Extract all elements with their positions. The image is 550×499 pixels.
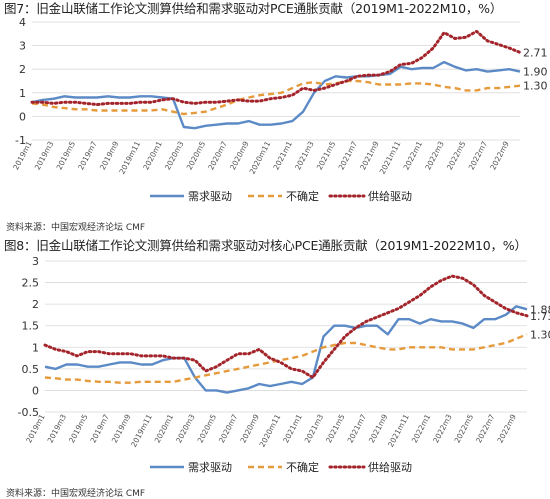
y-tick-label: 0.5 — [22, 363, 40, 376]
legend-label: 不确定 — [286, 189, 319, 203]
x-tick-label: 2022m5 — [445, 140, 468, 172]
y-tick-label: 0 — [32, 384, 39, 397]
x-tick-label: 2020m3 — [163, 140, 186, 172]
figure-7-source: 资料来源：中国宏观经济论坛 CMF — [6, 223, 146, 233]
figure-7-title: 图7：旧金山联储工作论文测算供给和需求驱动对PCE通胀贡献（2019M1-202… — [4, 1, 503, 16]
x-tick-label: 2020m11 — [258, 413, 283, 449]
x-tick-label: 2022m9 — [488, 140, 511, 172]
legend-label: 不确定 — [286, 460, 319, 474]
y-tick-label: -0.5 — [18, 406, 39, 419]
x-tick-label: 2019m3 — [46, 413, 69, 445]
y-tick-label: -1 — [15, 134, 26, 147]
x-tick-label: 2020m11 — [248, 140, 273, 176]
x-tick-label: 2022m3 — [423, 140, 446, 172]
figure-8-chart: -0.500.511.522.532019m12019m32019m52019m… — [18, 255, 550, 474]
y-tick-label: 3 — [19, 40, 26, 53]
series-line-1 — [44, 305, 528, 394]
x-tick-label: 2021m3 — [303, 413, 326, 445]
series-line-3 — [30, 29, 522, 107]
x-tick-label: 2021m3 — [293, 140, 316, 172]
x-tick-label: 2021m7 — [346, 413, 369, 445]
end-value-label: 2.71 — [523, 46, 548, 59]
x-tick-label: 2022m7 — [474, 413, 497, 445]
x-tick-label: 2022m5 — [453, 413, 476, 445]
x-tick-label: 2019m5 — [67, 413, 90, 445]
x-tick-label: 2022m1 — [402, 140, 425, 172]
figure-8-title: 图8：旧金山联储工作论文测算供给和需求驱动对核心PCE通胀贡献（2019M1-2… — [4, 238, 527, 253]
x-tick-label: 2019m7 — [88, 413, 111, 445]
legend-label: 需求驱动 — [188, 461, 232, 474]
x-tick-label: 2022m7 — [467, 140, 490, 172]
end-value-label: 1.88 — [530, 303, 550, 316]
y-tick-label: 1 — [19, 87, 26, 100]
y-tick-label: 1 — [32, 341, 39, 354]
x-tick-label: 2019m5 — [55, 140, 78, 172]
x-tick-label: 2020m1 — [153, 413, 176, 445]
y-tick-label: 2 — [19, 63, 26, 76]
x-tick-label: 2021m9 — [367, 413, 390, 445]
x-tick-label: 2021m1 — [281, 413, 304, 445]
x-tick-label: 2021m11 — [378, 140, 403, 176]
y-tick-label: 1.5 — [22, 320, 40, 333]
x-tick-label: 2022m3 — [431, 413, 454, 445]
series-line-1 — [31, 60, 521, 130]
end-value-label: 1.90 — [523, 66, 548, 79]
series-line-2 — [44, 333, 528, 384]
x-tick-label: 2022m9 — [495, 413, 518, 445]
y-tick-label: 2.5 — [22, 277, 40, 290]
x-tick-label: 2022m1 — [410, 413, 433, 445]
end-value-label: 1.30 — [530, 328, 550, 341]
legend-label: 供给驱动 — [368, 460, 412, 474]
x-tick-label: 2021m5 — [315, 140, 338, 172]
x-tick-label: 2020m5 — [185, 140, 208, 172]
x-tick-label: 2019m7 — [76, 140, 99, 172]
legend-label: 需求驱动 — [188, 190, 232, 203]
x-tick-label: 2020m9 — [228, 140, 251, 172]
end-value-label: 1.30 — [523, 80, 548, 93]
x-tick-label: 2020m7 — [217, 413, 240, 445]
series-line-2 — [31, 79, 521, 116]
figure-8-source: 资料来源：中国宏观经济论坛 CMF — [6, 489, 146, 499]
y-tick-label: 0 — [19, 110, 26, 123]
x-tick-label: 2021m7 — [337, 140, 360, 172]
x-tick-label: 2021m11 — [386, 413, 411, 449]
x-tick-label: 2021m1 — [271, 140, 294, 172]
x-tick-label: 2019m9 — [110, 413, 133, 445]
x-tick-label: 2019m9 — [98, 140, 121, 172]
y-tick-label: 3 — [32, 255, 39, 268]
end-value-label: 1.73 — [530, 310, 550, 323]
y-tick-label: 2 — [32, 298, 39, 311]
x-tick-label: 2020m7 — [206, 140, 229, 172]
x-tick-label: 2021m5 — [324, 413, 347, 445]
series-line-3 — [43, 274, 529, 379]
x-tick-label: 2020m5 — [196, 413, 219, 445]
x-tick-label: 2020m9 — [238, 413, 261, 445]
legend-label: 供给驱动 — [368, 189, 412, 203]
x-tick-label: 2020m3 — [174, 413, 197, 445]
x-tick-label: 2019m11 — [129, 413, 154, 449]
x-tick-label: 2019m11 — [117, 140, 142, 176]
x-tick-label: 2020m1 — [141, 140, 164, 172]
y-tick-label: 4 — [19, 16, 26, 29]
x-tick-label: 2019m3 — [33, 140, 56, 172]
x-tick-label: 2021m9 — [358, 140, 381, 172]
